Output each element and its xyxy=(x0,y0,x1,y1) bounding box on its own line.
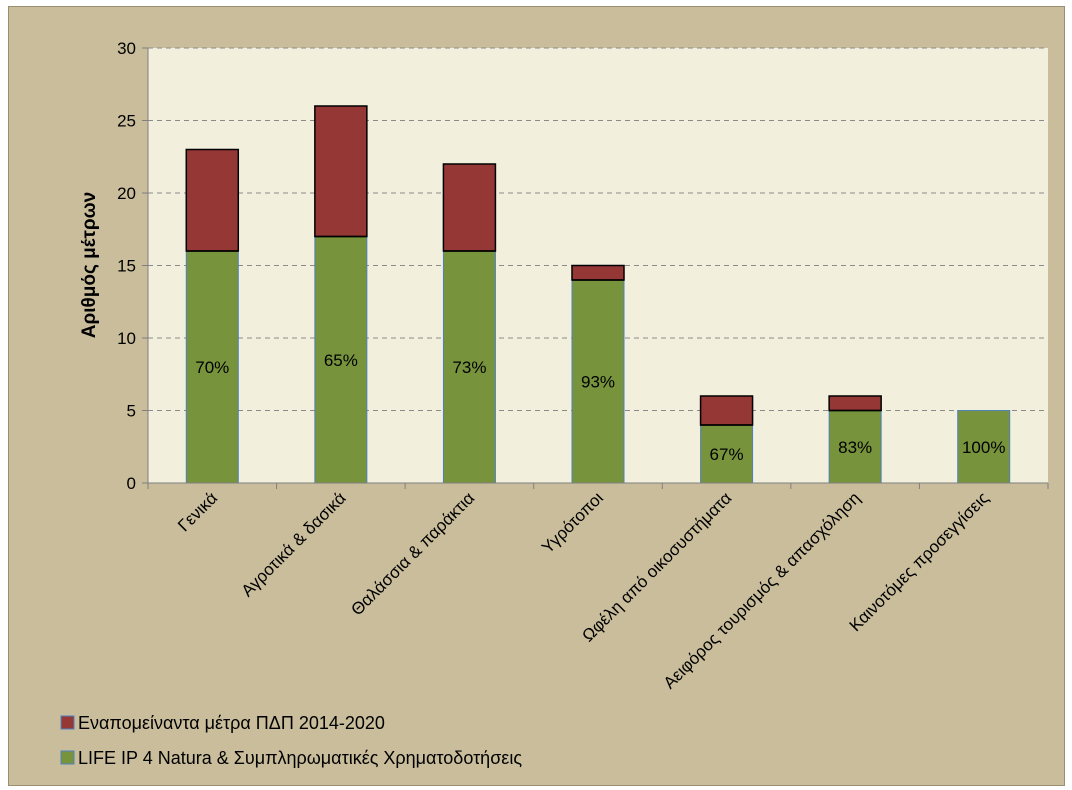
bar-segment-remaining xyxy=(571,264,625,281)
y-tick-label: 5 xyxy=(127,402,136,421)
bar-segment-life-ip xyxy=(571,279,625,484)
bar-segment-remaining xyxy=(314,105,368,238)
y-tick-label: 15 xyxy=(117,257,136,276)
x-tick-label: Αγροτικά & δασικά xyxy=(238,488,350,600)
bar-segment-remaining xyxy=(185,148,240,252)
bar-data-label: 67% xyxy=(710,445,744,464)
legend: Εναπομείναντα μέτρα ΠΔΠ 2014-2020 LIFE IP… xyxy=(60,713,522,768)
bars xyxy=(185,105,1011,484)
bar-segment-remaining xyxy=(442,163,497,252)
bar-segment-remaining xyxy=(699,395,754,426)
y-tick-label: 0 xyxy=(127,474,136,493)
bar-data-label: 93% xyxy=(581,373,615,392)
y-tick-label: 20 xyxy=(117,184,136,203)
bar-segment-life-ip xyxy=(700,424,754,484)
legend-label: Εναπομείναντα μέτρα ΠΔΠ 2014-2020 xyxy=(78,713,385,733)
stacked-bar-chart: 0 5 10 15 20 25 30 Γενικά Αγροτικά & δασικάΘαλάσ… xyxy=(60,39,1049,768)
bar-segment-life-ip xyxy=(314,236,368,484)
legend-swatch xyxy=(60,715,75,730)
bar-data-label: 100% xyxy=(962,438,1005,457)
x-tick-label: Ωφέλη από οικοσυστήματα xyxy=(578,488,735,645)
y-tick-label: 25 xyxy=(117,112,136,131)
bar-data-label: 65% xyxy=(324,351,358,370)
x-tick-label: Υγρότοποι xyxy=(538,488,607,557)
y-axis-label: Αριθμός μέτρων xyxy=(79,192,100,338)
bar-segment-life-ip xyxy=(828,410,882,484)
y-tick-label: 10 xyxy=(117,329,136,348)
x-tick-label: Θαλάσσια & παράκτια xyxy=(347,488,478,619)
data-labels: 70% 65% 73% 93% 67% 83% 100% xyxy=(195,351,1005,464)
x-tick-label: Καινοτόμες προσεγγίσεις xyxy=(846,488,993,635)
bar-data-label: 70% xyxy=(195,358,229,377)
y-tick-label: 30 xyxy=(117,39,136,58)
legend-label: LIFE IP 4 Natura & Συμπληρωματικές Χρημα… xyxy=(78,748,522,768)
chart-frame: 0 5 10 15 20 25 30 Γενικά Αγροτικά & δασικά Θαλάσ… xyxy=(8,6,1065,786)
bar-segment-remaining xyxy=(828,395,882,412)
bar-data-label: 83% xyxy=(838,438,872,457)
legend-swatch xyxy=(60,750,75,765)
x-tick-label: Γενικά xyxy=(174,488,221,535)
bar-data-label: 73% xyxy=(452,358,486,377)
bar-segment-life-ip xyxy=(957,410,1011,484)
